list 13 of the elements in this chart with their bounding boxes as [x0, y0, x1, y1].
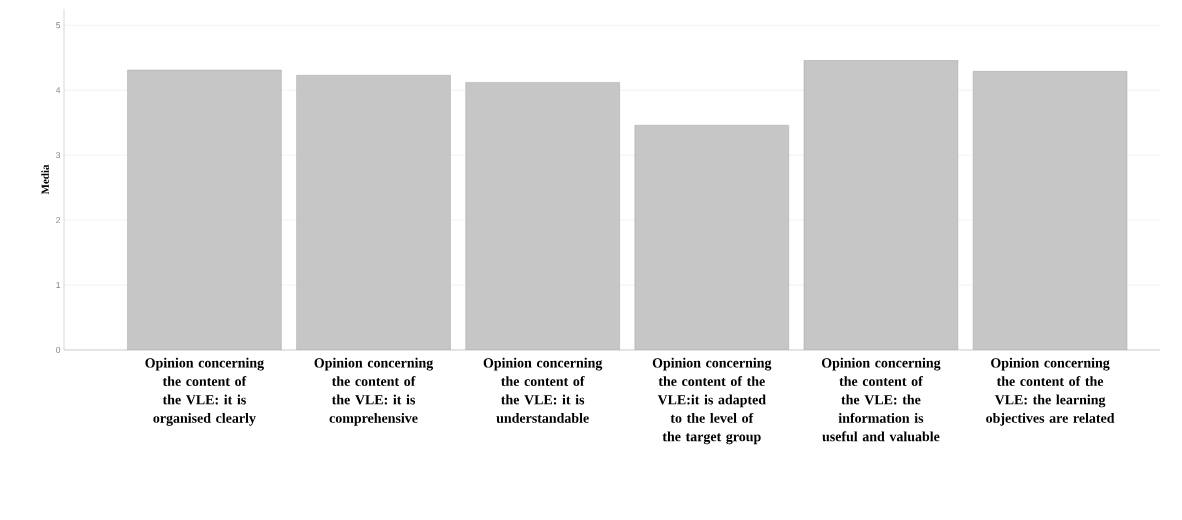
x-tick-label: Opinion concerning the content of the VLE: it is organised clearly	[145, 357, 264, 426]
y-tick-label: 4	[55, 87, 61, 94]
x-tick-label: Opinion concerning the content of the VLE:it is adapted to the level of the target group	[652, 357, 772, 445]
y-tick-label: 0	[56, 346, 61, 353]
x-tick-label: Opinion concerning the content of the VLE: it is comprehensive	[314, 357, 434, 426]
x-tick-label: Opinion concerning the content of the VLE: it is understandable	[483, 357, 603, 423]
y-tick-label: 2	[56, 217, 61, 224]
x-tick-label: Opinion concerning the content of the VLE: the information is useful and valuable	[821, 357, 941, 442]
x-tick-label: Opinion concerning the content of the VLE: the learning objectives are related	[986, 357, 1115, 426]
y-axis-title: Media	[41, 164, 49, 195]
y-tick-label: 3	[56, 152, 61, 159]
y-tick-label: 1	[56, 282, 61, 288]
y-tick-label: 5	[56, 22, 61, 29]
